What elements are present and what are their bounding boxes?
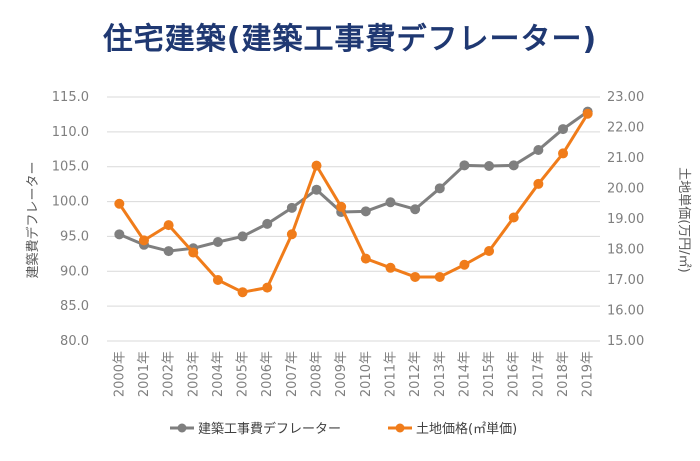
x-tick-label: 2011年 — [383, 351, 398, 397]
data-point — [237, 287, 248, 298]
right-tick-label: 17.00 — [607, 273, 644, 288]
chart-title: 住宅建築(建築工事費デフレーター) — [102, 22, 598, 57]
data-point — [286, 229, 297, 240]
data-point — [286, 202, 297, 213]
x-tick-label: 2004年 — [211, 351, 226, 397]
data-point — [163, 220, 174, 231]
left-tick-label: 105.0 — [52, 160, 89, 175]
x-tick-label: 2019年 — [581, 351, 596, 397]
x-tick-label: 2006年 — [260, 351, 275, 397]
data-point — [360, 206, 371, 217]
data-point — [508, 160, 519, 171]
series-line — [118, 112, 589, 294]
data-point — [212, 275, 223, 285]
data-point — [336, 201, 347, 212]
data-point — [311, 184, 322, 195]
data-point — [508, 212, 519, 223]
data-point — [212, 237, 223, 248]
data-point — [558, 124, 569, 135]
left-tick-label: 85.0 — [60, 299, 89, 314]
legend: 建築工事費デフレーター 土地価格(㎡単価) — [170, 421, 517, 437]
legend-marker — [177, 423, 187, 433]
x-tick-label: 2000年 — [112, 351, 127, 397]
data-point — [582, 108, 593, 119]
data-point — [484, 161, 495, 172]
data-point — [410, 271, 421, 282]
x-tick-label: 2003年 — [186, 351, 201, 397]
x-tick-label: 2008年 — [310, 351, 325, 397]
right-axis-ticks: 15.00 16.00 17.00 18.00 19.00 20.00 21.00 22.00… — [607, 90, 644, 349]
x-tick-label: 2005年 — [236, 351, 251, 397]
legend-item: 建築工事費デフレーター — [170, 421, 341, 437]
right-tick-label: 15.00 — [607, 334, 644, 349]
data-point — [360, 253, 371, 264]
right-axis-title: 土地単価(万円/㎡) — [676, 167, 692, 273]
data-point — [385, 262, 396, 273]
right-tick-label: 21.00 — [607, 151, 644, 166]
data-point — [138, 235, 149, 246]
data-point — [311, 160, 322, 171]
left-tick-label: 95.0 — [60, 229, 89, 244]
data-point — [237, 231, 248, 242]
right-tick-label: 16.00 — [607, 304, 644, 319]
data-point — [188, 247, 199, 258]
legend-item: 土地価格(㎡単価) — [388, 421, 517, 437]
data-point — [459, 259, 470, 270]
series-2 — [114, 108, 593, 298]
right-tick-label: 23.00 — [607, 90, 644, 105]
left-axis-ticks: 80.0 85.0 90.0 95.0 100.0 105.0 110.0 115.0 — [52, 90, 89, 349]
right-tick-label: 18.00 — [607, 243, 644, 258]
data-point — [533, 144, 544, 155]
data-point — [163, 246, 174, 257]
left-tick-label: 90.0 — [60, 264, 89, 279]
legend-marker — [395, 423, 405, 433]
data-point — [114, 229, 125, 240]
right-tick-label: 20.00 — [607, 182, 644, 197]
legend-label: 土地価格(㎡単価) — [416, 421, 517, 437]
data-point — [558, 148, 569, 159]
data-point — [484, 246, 495, 257]
x-tick-label: 2002年 — [162, 351, 177, 397]
gridlines — [107, 96, 600, 342]
x-tick-label: 2013年 — [433, 351, 448, 397]
x-tick-label: 2012年 — [408, 351, 423, 397]
x-tick-label: 2007年 — [285, 351, 300, 397]
x-tick-label: 2015年 — [482, 351, 497, 397]
data-point — [114, 198, 125, 209]
x-tick-label: 2009年 — [334, 351, 349, 397]
x-tick-label: 2001年 — [137, 351, 152, 397]
x-tick-label: 2014年 — [457, 351, 472, 397]
right-tick-label: 19.00 — [607, 212, 644, 227]
data-point — [434, 183, 445, 194]
x-tick-label: 2010年 — [359, 351, 374, 397]
left-tick-label: 100.0 — [52, 195, 89, 210]
x-axis-ticks: 2000年 2001年 2002年 2003年 2004年 2005年 2006年 2007年… — [112, 351, 595, 397]
x-tick-label: 2016年 — [507, 351, 522, 397]
data-point — [262, 282, 273, 293]
right-tick-label: 22.00 — [607, 121, 644, 136]
x-tick-label: 2018年 — [556, 351, 571, 397]
left-axis-title: 建築費デフレーター — [25, 161, 41, 278]
series-layer — [114, 106, 593, 298]
data-point — [434, 271, 445, 282]
legend-label: 建築工事費デフレーター — [198, 421, 341, 437]
left-tick-label: 80.0 — [60, 334, 89, 349]
left-tick-label: 110.0 — [52, 125, 89, 140]
left-tick-label: 115.0 — [52, 90, 89, 105]
data-point — [459, 160, 470, 171]
data-point — [533, 178, 544, 189]
data-point — [262, 218, 273, 229]
x-tick-label: 2017年 — [531, 351, 546, 397]
data-point — [385, 197, 396, 208]
data-point — [410, 204, 421, 215]
